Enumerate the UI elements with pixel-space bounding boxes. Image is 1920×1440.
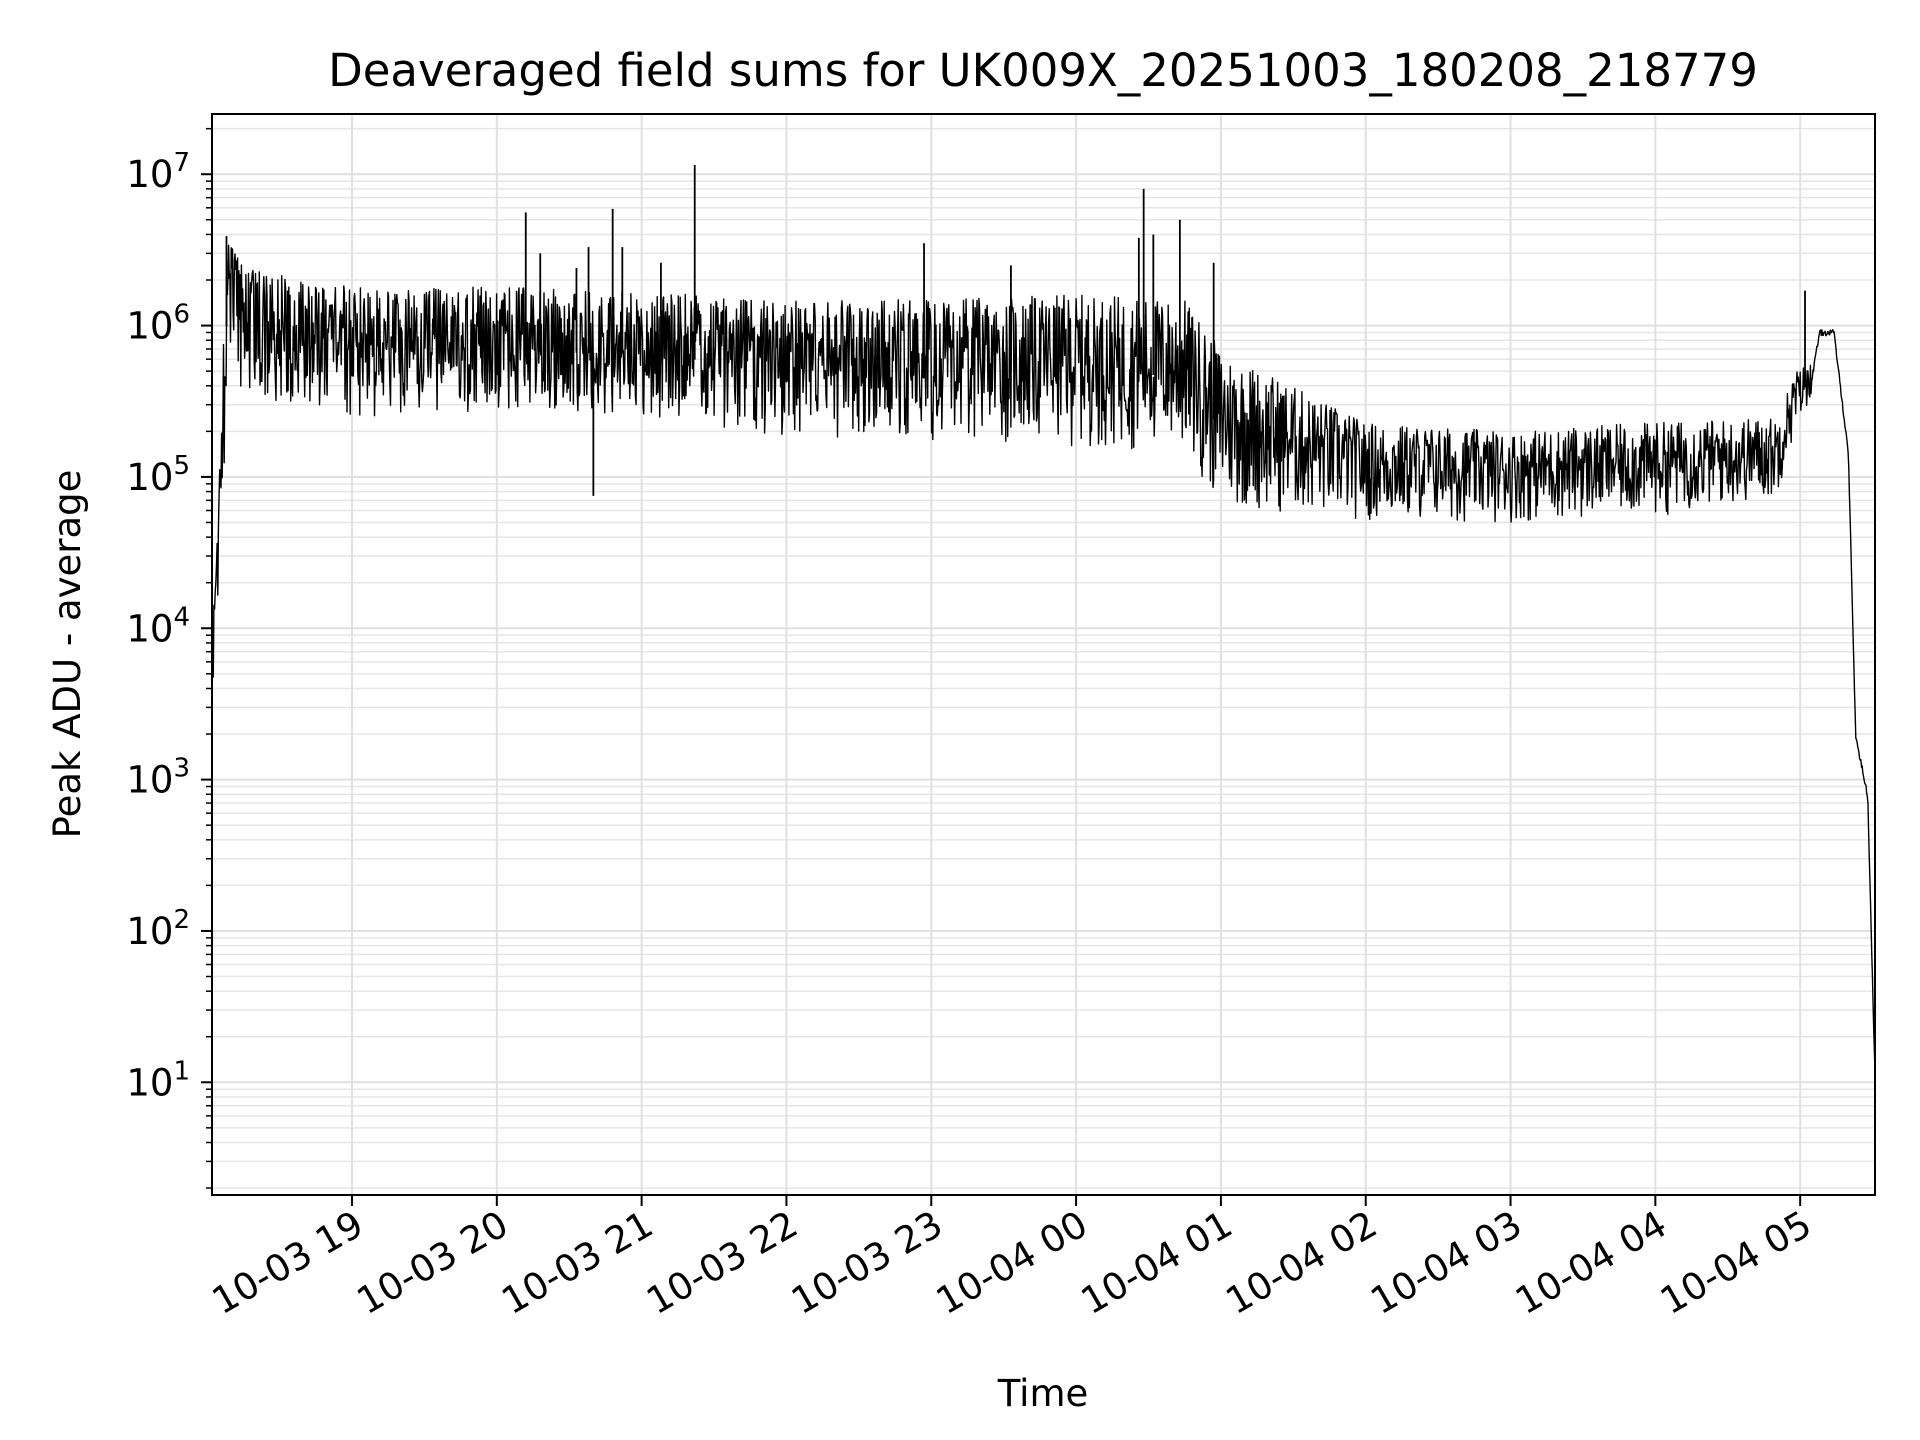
y-tick-label: 103 <box>126 754 190 802</box>
y-tick-label: 105 <box>126 451 190 499</box>
series-line <box>211 244 1876 1074</box>
y-tick-label: 102 <box>126 905 190 953</box>
x-axis-label: Time <box>997 1372 1089 1415</box>
grid <box>212 114 1875 1195</box>
y-tick-label: 106 <box>126 300 190 348</box>
y-tick-label: 101 <box>126 1056 190 1104</box>
y-axis: 101 102 103 104 105 106 107 <box>126 127 212 1189</box>
y-axis-label: Peak ADU - average <box>46 470 89 839</box>
y-tick-label: 107 <box>126 148 190 196</box>
y-tick-label: 104 <box>126 602 190 650</box>
chart-title: Deaveraged field sums for UK009X_2025100… <box>328 44 1758 97</box>
plot-frame <box>211 113 1876 1196</box>
series-layer <box>211 165 1876 1074</box>
